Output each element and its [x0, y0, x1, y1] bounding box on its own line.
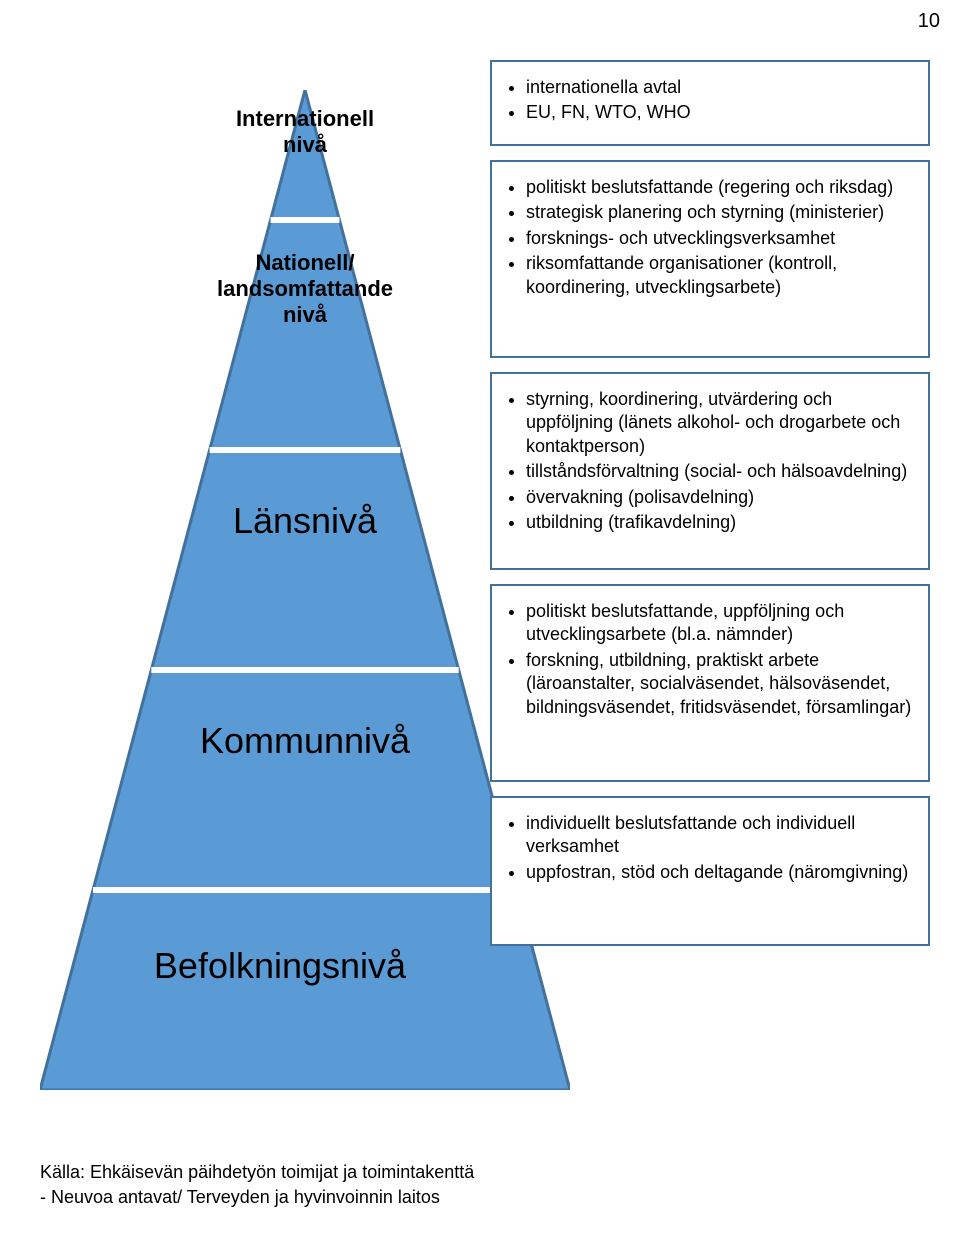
source-line-1: Källa: Ehkäisevän päihdetyön toimijat ja… [40, 1160, 474, 1185]
pyramid-level-label-3: Kommunnivå [105, 720, 505, 762]
bullet-list: politiskt beslutsfattande (regering och … [506, 176, 914, 299]
bullet-list: styrning, koordinering, utvärdering och … [506, 388, 914, 534]
pyramid-level-label-1: Nationell/ landsomfattande nivå [205, 250, 405, 328]
bullet-box-level-4: individuellt beslutsfattande och individ… [490, 796, 930, 946]
source-line-2: - Neuvoa antavat/ Terveyden ja hyvinvoin… [40, 1185, 474, 1210]
bullet-item: internationella avtal [526, 76, 914, 99]
bullet-item: forsknings- och utvecklingsverksamhet [526, 227, 914, 250]
bullet-item: forskning, utbildning, praktiskt arbete … [526, 649, 914, 719]
bullet-item: politiskt beslutsfattande, uppföljning o… [526, 600, 914, 647]
bullet-list: internationella avtalEU, FN, WTO, WHO [506, 76, 914, 125]
bullet-boxes-column: internationella avtalEU, FN, WTO, WHO pol… [490, 60, 930, 960]
bullet-item: EU, FN, WTO, WHO [526, 101, 914, 124]
bullet-item: individuellt beslutsfattande och individ… [526, 812, 914, 859]
bullet-item: riksomfattande organisationer (kontroll,… [526, 252, 914, 299]
bullet-list: individuellt beslutsfattande och individ… [506, 812, 914, 884]
bullet-item: uppfostran, stöd och deltagande (näromgi… [526, 861, 914, 884]
pyramid-level-label-4: Befolkningsnivå [80, 945, 480, 987]
pyramid-level-label-0: Internationell nivå [205, 106, 405, 158]
bullet-box-level-0: internationella avtalEU, FN, WTO, WHO [490, 60, 930, 146]
bullet-list: politiskt beslutsfattande, uppföljning o… [506, 600, 914, 719]
bullet-item: utbildning (trafikavdelning) [526, 511, 914, 534]
bullet-item: politiskt beslutsfattande (regering och … [526, 176, 914, 199]
bullet-box-level-1: politiskt beslutsfattande (regering och … [490, 160, 930, 358]
bullet-item: styrning, koordinering, utvärdering och … [526, 388, 914, 458]
source-citation: Källa: Ehkäisevän päihdetyön toimijat ja… [40, 1160, 474, 1210]
bullet-item: strategisk planering och styrning (minis… [526, 201, 914, 224]
page-number: 10 [918, 10, 940, 33]
bullet-item: övervakning (polisavdelning) [526, 486, 914, 509]
bullet-item: tillståndsförvaltning (social- och hälso… [526, 460, 914, 483]
pyramid-level-label-2: Länsnivå [105, 500, 505, 542]
bullet-box-level-3: politiskt beslutsfattande, uppföljning o… [490, 584, 930, 782]
page: 10 Internationell nivå Nationell/ landsom… [0, 0, 960, 1245]
bullet-box-level-2: styrning, koordinering, utvärdering och … [490, 372, 930, 570]
